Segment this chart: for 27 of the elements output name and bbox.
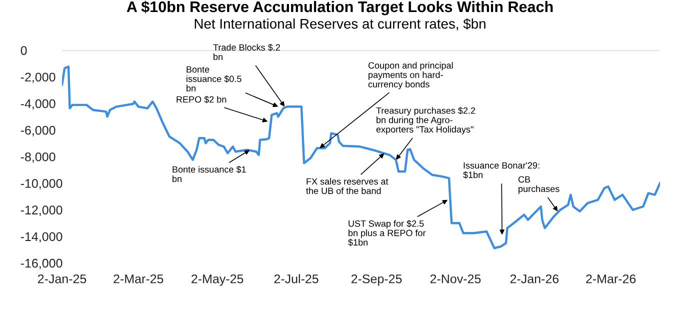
y-tick-label: -12,000 [20, 206, 62, 216]
y-tick-label: 0 [20, 46, 27, 55]
y-tick-label: -14,000 [20, 232, 62, 243]
y-tick-label: -16,000 [20, 258, 62, 270]
annotation: Bonte issuance $0.5 bn [186, 66, 242, 92]
chart-title: A $10bn Reserve Accumulation Target Looks Within Reach [126, 0, 553, 16]
annotation: Treasury purchases $2.2 bn during the Agro-exporters "Tax Holidays" [376, 107, 476, 134]
x-tick-label: 2-Mar-26 [586, 274, 636, 284]
y-tick-label: -4,000 [20, 99, 56, 110]
x-tick-label: 2-Nov-25 [430, 274, 481, 284]
x-tick-label: 2-Jul-25 [274, 274, 318, 284]
x-tick-label: 2-Sep-25 [351, 274, 402, 286]
annotation: REPO $2 bn [176, 96, 226, 104]
annotation: Bonte issuance $1 bn [172, 166, 246, 182]
x-tick-label: 2-May-25 [192, 274, 244, 286]
x-tick-label: 2-Jan-26 [510, 274, 559, 284]
x-tick-label: 2-Mar-25 [114, 274, 164, 284]
y-tick-label: -10,000 [20, 179, 62, 190]
y-tick-label: -6,000 [20, 126, 56, 136]
annotation: UST Swap for $2.5 bn plus a REPO for $1bn [348, 220, 426, 246]
x-tick-label: 2-Jan-25 [38, 274, 86, 284]
annotation: FX sales reserves at the UB of the band [306, 178, 388, 194]
annotation: Coupon and principal payments on hard-currency bonds [368, 62, 453, 90]
y-tick-label: -2,000 [20, 72, 56, 84]
chart-subtitle: Net International Reserves at current rates, $bn [194, 18, 486, 30]
annotation: Trade Blocks $.2 bn [213, 44, 280, 60]
y-tick-label: -8,000 [20, 152, 56, 163]
